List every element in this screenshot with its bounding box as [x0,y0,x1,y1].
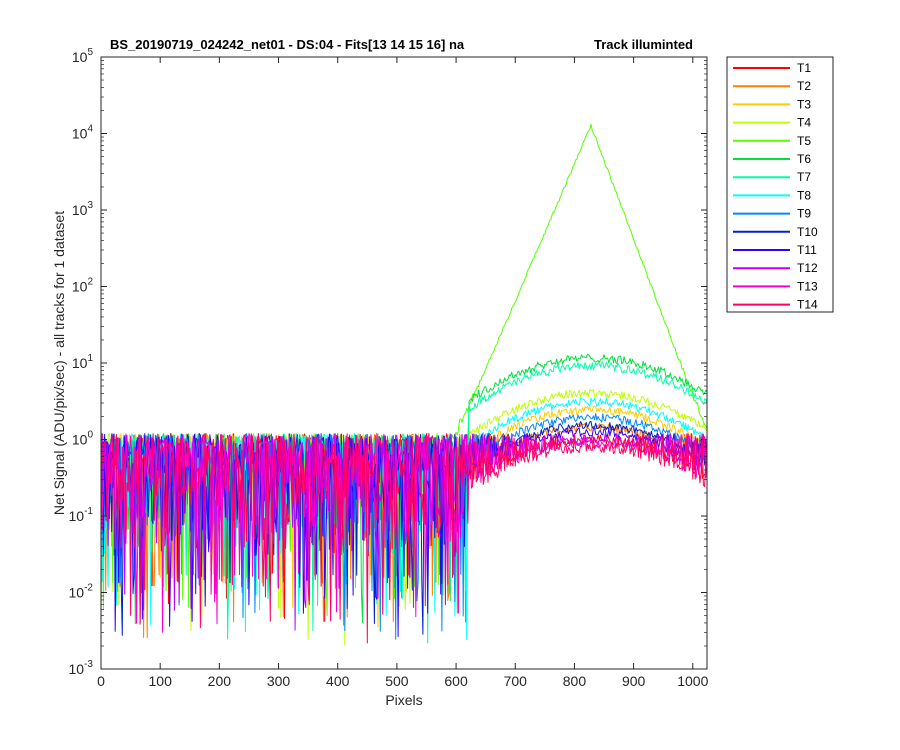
legend-label-t6: T6 [797,152,811,166]
y-tick-label: 100 [72,430,94,448]
legend-label-t1: T1 [797,61,811,75]
y-tick-label: 10-3 [69,659,94,677]
chart-title-right: Track illuminted [594,37,693,52]
x-tick-label: 100 [149,673,173,689]
x-tick-labels: 0 100 200 300 400 500 600 700 800 900 1000 [97,673,708,689]
y-tick-label: 104 [72,124,94,142]
ticks-layer [100,56,707,670]
legend-label-t8: T8 [797,188,811,202]
legend: T1 T2 T3 T4 T5 T6 T7 T8 T9 T10 T11 T12 T13 T14 [726,56,834,313]
y-tick-label: 102 [72,277,94,295]
series-line-t14 [101,433,707,644]
y-tick-labels: 10-3 10-2 10-1 100 101 102 103 104 105 [69,47,94,677]
y-axis-label: Net Signal (ADU/pix/sec) - all tracks fo… [51,211,67,515]
y-tick-label: 101 [72,353,94,371]
legend-label-t14: T14 [797,298,818,312]
x-tick-label: 500 [385,673,409,689]
y-tick-label: 10-2 [69,583,94,601]
x-tick-label: 600 [444,673,468,689]
chart-title: BS_20190719_024242_net01 - DS:04 - Fits[… [110,37,465,52]
x-tick-label: 1000 [677,673,708,689]
series-layer [101,123,707,646]
y-tick-label: 10-1 [69,506,94,524]
x-tick-label: 0 [97,673,105,689]
legend-box [726,56,834,313]
y-tick-label: 105 [72,47,94,65]
legend-label-t12: T12 [797,261,818,275]
legend-label-t2: T2 [797,79,811,93]
legend-label-t11: T11 [797,243,817,257]
x-tick-label: 900 [622,673,646,689]
x-tick-label: 400 [326,673,350,689]
x-axis-label: Pixels [385,692,422,708]
x-tick-label: 200 [208,673,232,689]
legend-label-t10: T10 [797,225,818,239]
x-tick-label: 300 [267,673,291,689]
legend-label-t5: T5 [797,134,811,148]
x-tick-label: 800 [563,673,587,689]
legend-label-t9: T9 [797,207,811,221]
legend-label-t3: T3 [797,97,811,111]
legend-label-t13: T13 [797,279,818,293]
series-line-t11 [101,427,707,638]
y-tick-label: 103 [72,200,94,218]
legend-label-t4: T4 [797,116,811,130]
x-tick-label: 700 [504,673,528,689]
legend-label-t7: T7 [797,170,811,184]
